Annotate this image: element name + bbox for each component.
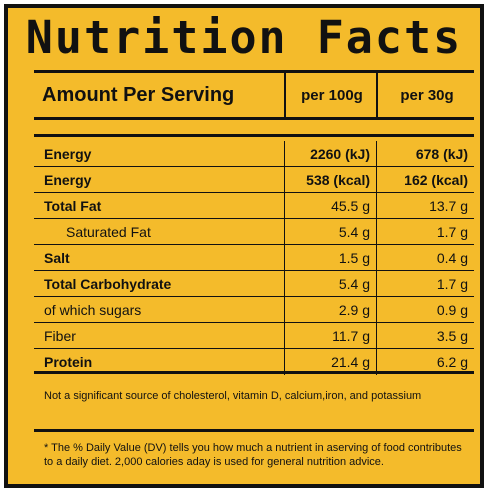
value-per-100g: 1.5 g [284, 245, 376, 271]
value-per-100g: 538 (kcal) [284, 167, 376, 193]
nutrient-name: Energy [44, 146, 92, 162]
value-per-30g: 1.7 g [376, 219, 474, 245]
value-per-100g: 5.4 g [284, 219, 376, 245]
nutrient-table: Energy 2260 (kJ) 678 (kJ) Energy 538 (kc… [34, 134, 474, 375]
table-row: Total Fat 45.5 g 13.7 g [34, 193, 474, 219]
value-per-100g: 21.4 g [284, 349, 376, 375]
value-per-100g: 2.9 g [284, 297, 376, 323]
table-row: Total Carbohydrate 5.4 g 1.7 g [34, 271, 474, 297]
not-significant-note: Not a significant source of cholesterol,… [44, 390, 422, 402]
value-per-100g: 2260 (kJ) [284, 141, 376, 167]
column-header-per-100g: per 100g [284, 73, 378, 117]
value-per-30g: 6.2 g [376, 349, 474, 375]
nutrient-name: Saturated Fat [66, 224, 151, 240]
table-row: Protein 21.4 g 6.2 g [34, 349, 474, 375]
value-per-30g: 162 (kcal) [376, 167, 474, 193]
nutrient-name: Fiber [44, 328, 76, 344]
daily-value-footnote: * The % Daily Value (DV) tells you how m… [44, 442, 462, 468]
value-per-30g: 1.7 g [376, 271, 474, 297]
table-row: Energy 2260 (kJ) 678 (kJ) [34, 141, 474, 167]
table-row: Energy 538 (kcal) 162 (kcal) [34, 167, 474, 193]
amount-per-serving-label: Amount Per Serving [42, 83, 235, 106]
table-row: of which sugars 2.9 g 0.9 g [34, 297, 474, 323]
nutrient-name: Total Fat [44, 198, 102, 214]
value-per-30g: 13.7 g [376, 193, 474, 219]
value-per-100g: 45.5 g [284, 193, 376, 219]
label-title: Nutrition Facts [25, 11, 463, 64]
table-row: Salt 1.5 g 0.4 g [34, 245, 474, 271]
nutrient-name: Energy [44, 172, 92, 188]
value-per-100g: 11.7 g [284, 323, 376, 349]
table-row: Fiber 11.7 g 3.5 g [34, 323, 474, 349]
column-header-per-30g: per 30g [376, 73, 476, 117]
serving-header: Amount Per Serving per 100g per 30g [34, 70, 474, 120]
value-per-30g: 0.9 g [376, 297, 474, 323]
nutrient-name: Protein [44, 354, 93, 370]
value-per-30g: 0.4 g [376, 245, 474, 271]
nutrient-name: Salt [44, 250, 70, 266]
value-per-30g: 678 (kJ) [376, 141, 474, 167]
divider [34, 429, 474, 432]
nutrition-label: Nutrition Facts Amount Per Serving per 1… [4, 4, 484, 488]
value-per-30g: 3.5 g [376, 323, 474, 349]
table-row: Saturated Fat 5.4 g 1.7 g [34, 219, 474, 245]
value-per-100g: 5.4 g [284, 271, 376, 297]
nutrient-name: Total Carbohydrate [44, 276, 172, 292]
nutrient-name: of which sugars [44, 302, 142, 318]
